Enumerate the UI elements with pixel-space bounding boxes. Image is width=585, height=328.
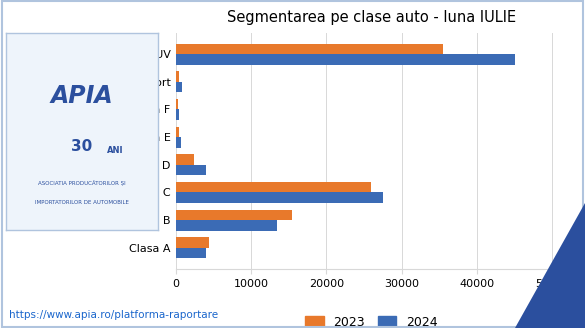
- Title: Segmentarea pe clase auto - luna IULIE: Segmentarea pe clase auto - luna IULIE: [227, 10, 516, 25]
- Bar: [176, 182, 371, 193]
- Bar: [176, 248, 206, 258]
- Bar: [176, 99, 178, 109]
- Text: ANI: ANI: [107, 146, 123, 155]
- Text: ASOCIATIA PRODUCĂTORILOR ȘI: ASOCIATIA PRODUCĂTORILOR ȘI: [38, 179, 126, 185]
- Text: APIA: APIA: [50, 84, 113, 108]
- Bar: [176, 220, 277, 231]
- Bar: [176, 137, 181, 148]
- Legend: 2023, 2024: 2023, 2024: [300, 311, 443, 328]
- Text: https://www.apia.ro/platforma-raportare: https://www.apia.ro/platforma-raportare: [9, 310, 218, 320]
- Bar: [176, 154, 194, 165]
- Text: 30: 30: [71, 139, 92, 154]
- Bar: [176, 109, 178, 120]
- Bar: [176, 71, 179, 82]
- Bar: [176, 82, 183, 92]
- Bar: [176, 54, 515, 65]
- Bar: [176, 165, 206, 175]
- Bar: [176, 237, 209, 248]
- Text: IMPORTATORILOR DE AUTOMOBILE: IMPORTATORILOR DE AUTOMOBILE: [35, 199, 129, 205]
- Bar: [176, 44, 443, 54]
- Bar: [176, 193, 383, 203]
- Bar: [176, 210, 292, 220]
- Bar: [176, 127, 179, 137]
